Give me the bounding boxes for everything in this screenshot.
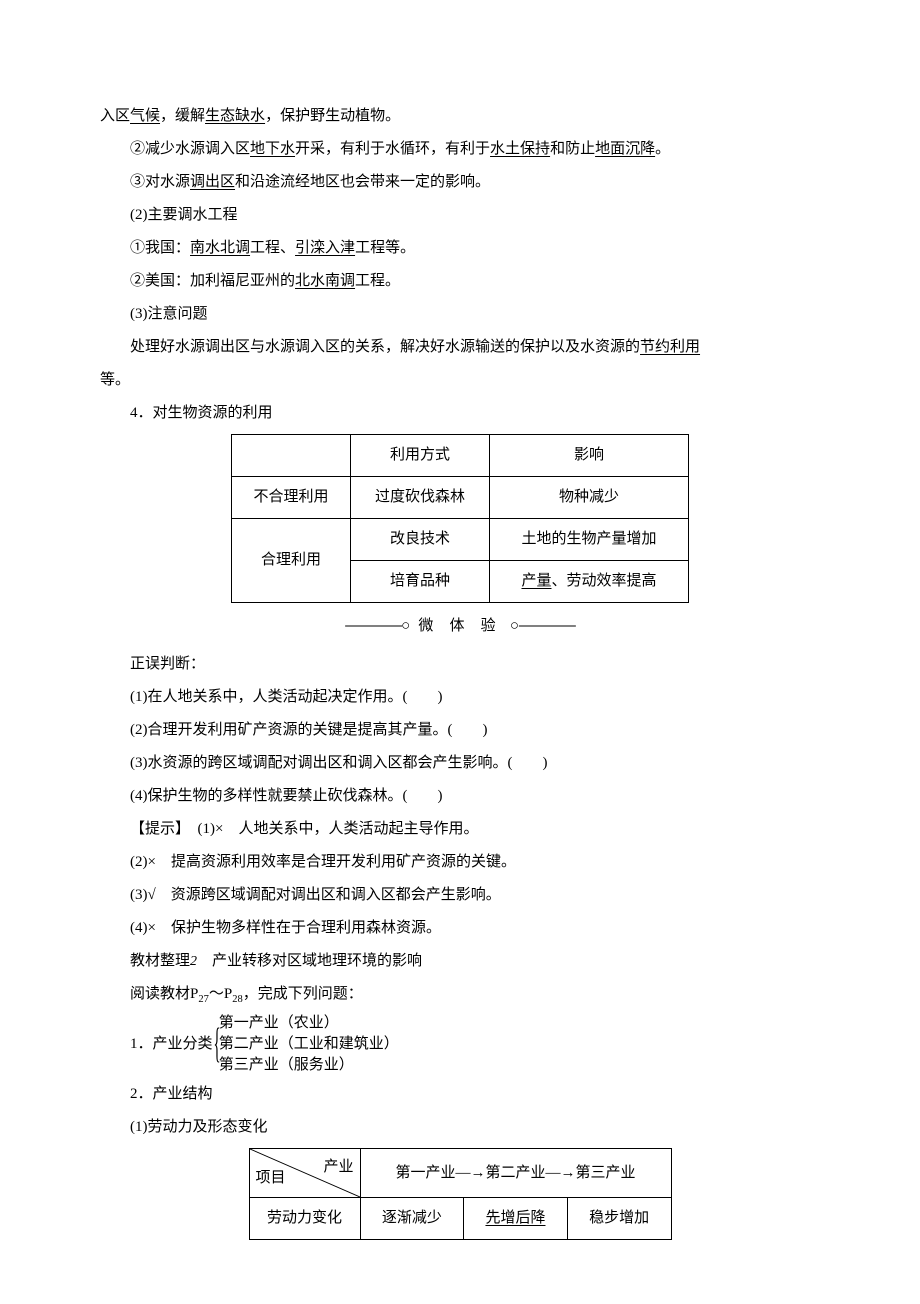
para-notice: 处理好水源调出区与水源调入区的关系，解决好水源输送的保护以及水资源的节约利用等。	[100, 331, 820, 397]
industry-classification: 1．产业分类 { 第一产业（农业） 第二产业（工业和建筑业） 第三产业（服务业）	[100, 1013, 820, 1076]
para-groundwater: ②减少水源调入区地下水开采，有利于水循环，有利于水土保持和防止地面沉降。	[100, 133, 820, 166]
heading-labor: (1)劳动力及形态变化	[100, 1111, 820, 1144]
t1-h-impact: 影响	[490, 435, 689, 477]
t2-r1c1: 劳动力变化	[249, 1198, 360, 1240]
t2-r1c2: 逐渐减少	[360, 1198, 464, 1240]
table-bio-resource: 利用方式 影响 不合理利用 过度砍伐森林 物种减少 合理利用 改良技术 土地的生…	[231, 434, 689, 603]
t1-blank	[232, 435, 351, 477]
reading-ref: 阅读教材P27～P28，完成下列问题：	[100, 978, 820, 1011]
tf-q3: (3)水资源的跨区域调配对调出区和调入区都会产生影响。( )	[100, 747, 820, 780]
cls-lines: 第一产业（农业） 第二产业（工业和建筑业） 第三产业（服务业）	[219, 1013, 399, 1076]
heading-structure: 2．产业结构	[100, 1078, 820, 1111]
t1-r3c3: 产量、劳动效率提高	[490, 561, 689, 603]
tf-a2: (2)× 提高资源利用效率是合理开发利用矿产资源的关键。	[100, 846, 820, 879]
heading-projects: (2)主要调水工程	[100, 199, 820, 232]
t1-r2c2: 改良技术	[351, 519, 490, 561]
brace-icon: {	[213, 1026, 220, 1064]
t2-r1c4: 稳步增加	[567, 1198, 671, 1240]
tf-q4: (4)保护生物的多样性就要禁止砍伐森林。( )	[100, 780, 820, 813]
t2-r1c3: 先增后降	[464, 1198, 568, 1240]
t2-header-flow: 第一产业—→第二产业—→第三产业	[360, 1149, 671, 1198]
para-us-projects: ②美国：加利福尼亚州的北水南调工程。	[100, 265, 820, 298]
t1-r1c1: 不合理利用	[232, 477, 351, 519]
t1-r2c1: 合理利用	[232, 519, 351, 603]
para-outflow: ③对水源调出区和沿途流经地区也会带来一定的影响。	[100, 166, 820, 199]
table-labor: 产业 项目 第一产业—→第二产业—→第三产业 劳动力变化 逐渐减少 先增后降 稳…	[249, 1148, 672, 1240]
section-2-title: 教材整理2 产业转移对区域地理环境的影响	[100, 945, 820, 978]
tf-q1: (1)在人地关系中，人类活动起决定作用。( )	[100, 681, 820, 714]
para-china-projects: ①我国：南水北调工程、引滦入津工程等。	[100, 232, 820, 265]
heading-bio: 4．对生物资源的利用	[100, 397, 820, 430]
tf-a3: (3)√ 资源跨区域调配对调出区和调入区都会产生影响。	[100, 879, 820, 912]
cls-l1: 第一产业（农业）	[219, 1013, 399, 1034]
t1-r2c3: 土地的生物产量增加	[490, 519, 689, 561]
t1-r1c3: 物种减少	[490, 477, 689, 519]
t2-diag: 产业 项目	[249, 1149, 360, 1198]
tf-q2: (2)合理开发利用矿产资源的关键是提高其产量。( )	[100, 714, 820, 747]
tf-heading: 正误判断：	[100, 648, 820, 681]
t1-r3c2: 培育品种	[351, 561, 490, 603]
cls-l3: 第三产业（服务业）	[219, 1055, 399, 1076]
tf-a4: (4)× 保护生物多样性在于合理利用森林资源。	[100, 912, 820, 945]
section-divider: ————○ 微 体 验 ○————	[100, 609, 820, 642]
para-climate: 入区气候，缓解生态缺水，保护野生动植物。	[100, 100, 820, 133]
t1-h-method: 利用方式	[351, 435, 490, 477]
t1-r1c2: 过度砍伐森林	[351, 477, 490, 519]
cls-head: 1．产业分类	[130, 1033, 213, 1056]
cls-l2: 第二产业（工业和建筑业）	[219, 1034, 399, 1055]
heading-notice: (3)注意问题	[100, 298, 820, 331]
tf-a1: 【提示】 (1)× 人地关系中，人类活动起主导作用。	[100, 813, 820, 846]
